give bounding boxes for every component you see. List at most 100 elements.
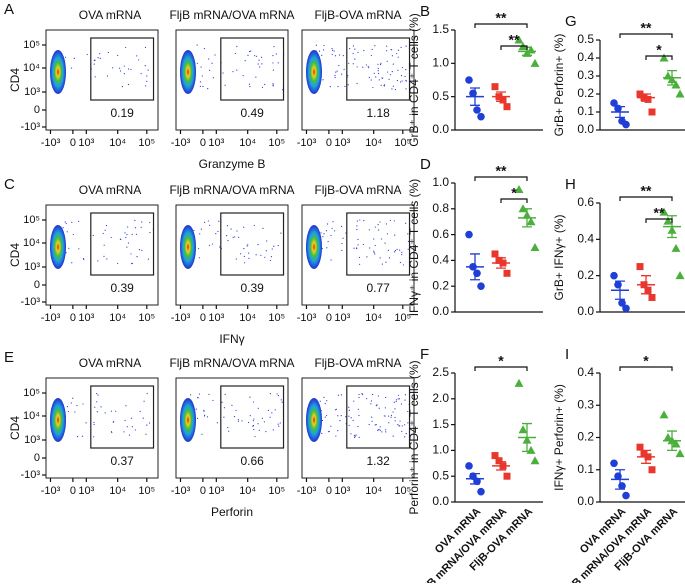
event-dot <box>381 263 383 265</box>
data-point <box>495 457 503 465</box>
data-point <box>675 89 685 98</box>
x-tick-label: -10³ <box>297 485 317 497</box>
event-dot <box>334 409 337 411</box>
event-dot <box>352 63 354 65</box>
event-dot <box>347 75 349 77</box>
y-tick-label: 2.0 <box>432 391 449 405</box>
plot-title: FljB-OVA mRNA <box>314 356 401 370</box>
event-dot <box>370 400 373 402</box>
event-dot <box>239 253 242 255</box>
event-dot <box>390 414 393 416</box>
x-tick-label: 0 <box>70 485 76 497</box>
error-bar <box>522 422 532 453</box>
event-dot <box>196 44 198 46</box>
event-dot <box>93 423 95 426</box>
y-tick-label: 0 <box>34 279 40 291</box>
y-tick-label: 0.8 <box>432 201 449 215</box>
event-dot <box>330 234 332 237</box>
event-dot <box>81 435 84 437</box>
data-point <box>473 106 481 114</box>
event-dot <box>401 253 403 256</box>
event-dot <box>337 430 339 432</box>
event-dot <box>331 53 333 56</box>
event-dot <box>275 53 277 55</box>
event-dot <box>257 63 259 65</box>
event-dot <box>127 68 130 70</box>
significance-label: * <box>498 353 504 369</box>
event-dot <box>236 230 238 232</box>
event-dot <box>407 422 409 424</box>
event-dot <box>96 411 98 413</box>
event-dot <box>388 415 390 417</box>
x-tick-label: 0 <box>200 485 206 497</box>
y-tick-label: 10⁵ <box>23 39 40 51</box>
data-point <box>473 269 481 278</box>
error-bar <box>496 257 506 269</box>
event-dot <box>273 46 275 48</box>
event-dot <box>93 63 95 65</box>
event-dot <box>224 84 226 86</box>
x-tick-label: 10⁵ <box>268 137 285 149</box>
x-tick-label: 10³ <box>208 312 224 324</box>
event-dot <box>270 256 272 258</box>
event-dot <box>379 426 381 428</box>
gate <box>346 37 411 101</box>
event-dot <box>127 242 130 244</box>
event-dot <box>110 410 112 412</box>
event-dot <box>373 72 375 74</box>
event-dot <box>85 422 87 424</box>
x-tick-label: -10³ <box>297 137 317 149</box>
x-tick-label: 10⁴ <box>109 485 126 497</box>
event-dot <box>134 227 137 229</box>
significance-label: ** <box>654 205 665 221</box>
x-tick-label: 0 <box>326 485 332 497</box>
x-tick-label: 10⁴ <box>365 485 382 497</box>
event-dot <box>126 233 128 236</box>
event-dot <box>399 81 402 83</box>
error-bar <box>522 208 532 228</box>
event-dot <box>272 69 274 71</box>
event-dot <box>203 47 206 50</box>
event-dot <box>396 248 398 250</box>
event-dot <box>356 66 358 68</box>
event-dot <box>326 414 328 417</box>
y-tick-label: 0.0 <box>577 122 594 136</box>
event-dot <box>361 393 363 395</box>
event-dot <box>378 428 380 431</box>
event-dot <box>272 54 274 57</box>
event-dot <box>93 436 95 438</box>
event-dot <box>130 263 133 265</box>
event-dot <box>276 393 278 395</box>
event-dot <box>356 228 358 231</box>
event-dot <box>97 260 99 262</box>
panel-label: G <box>565 13 577 30</box>
event-dot <box>377 223 379 226</box>
event-dot <box>130 68 132 71</box>
event-dot <box>384 407 386 409</box>
event-dot <box>235 409 237 412</box>
event-dot <box>363 49 365 52</box>
gate-percent: 0.39 <box>240 281 264 295</box>
event-dot <box>199 85 201 87</box>
event-dot <box>96 401 98 403</box>
event-dot <box>379 221 381 223</box>
plot-frame <box>301 29 415 131</box>
panel-label: H <box>565 176 576 193</box>
gate-percent: 0.37 <box>110 454 134 468</box>
event-dot <box>246 245 248 247</box>
event-dot <box>337 394 339 396</box>
error-bar <box>470 87 480 106</box>
event-dot <box>255 76 257 78</box>
y-tick-label: 0.4 <box>432 253 449 267</box>
event-dot <box>404 394 407 396</box>
event-dot <box>392 411 394 413</box>
x-tick-label: 10³ <box>208 485 224 497</box>
event-dot <box>198 257 200 259</box>
event-dot <box>377 67 379 70</box>
plot-frame <box>301 377 415 479</box>
event-dot <box>146 424 148 426</box>
data-point <box>671 439 681 448</box>
y-tick-label: 10⁴ <box>23 62 40 74</box>
event-dot <box>379 257 381 259</box>
event-dot <box>384 242 386 244</box>
